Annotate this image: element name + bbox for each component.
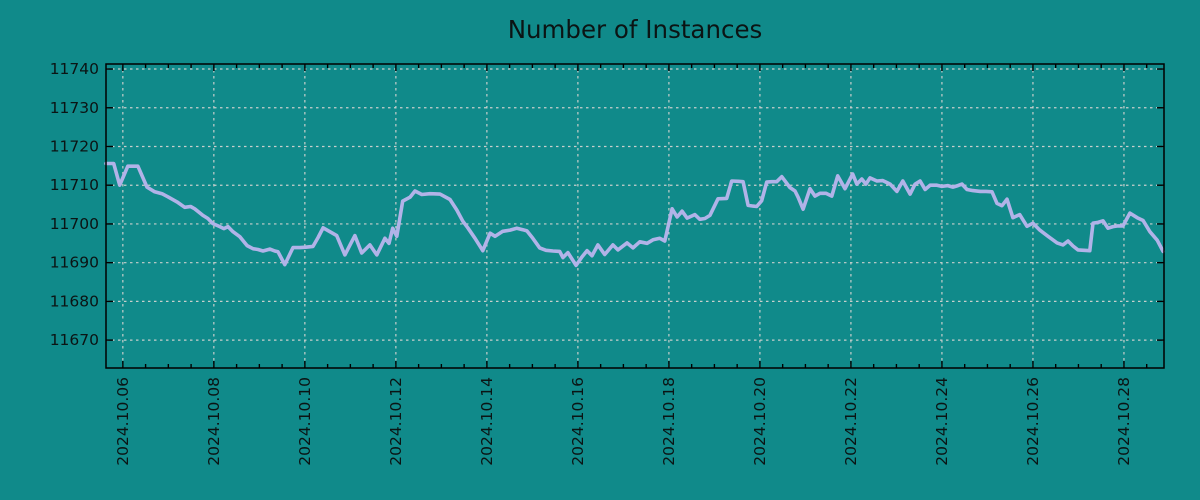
x-tick-label: 2024.10.22	[842, 377, 860, 466]
x-tick-label: 2024.10.16	[569, 377, 587, 466]
y-tick-label: 11740	[50, 60, 99, 78]
x-tick-label: 2024.10.26	[1024, 377, 1042, 466]
y-tick-label: 11690	[50, 254, 99, 272]
y-tick-label: 11720	[50, 137, 99, 155]
x-tick-label: 2024.10.12	[387, 377, 405, 466]
x-tick-label: 2024.10.20	[751, 377, 769, 466]
y-tick-label: 11710	[50, 176, 99, 194]
plot-frame	[105, 63, 1165, 369]
x-tick-label: 2024.10.18	[660, 377, 678, 466]
x-tick-label: 2024.10.10	[296, 377, 314, 466]
y-tick-label: 11730	[50, 99, 99, 117]
y-tick-label: 11680	[50, 292, 99, 310]
x-tick-label: 2024.10.24	[933, 377, 951, 466]
axis-tick-labels: 11670 11680 11690 11700 11710 11720 11730 11740…	[50, 60, 1133, 466]
chart-title: Number of Instances	[508, 15, 763, 44]
data-series	[104, 161, 1165, 268]
x-tick-label: 2024.10.28	[1115, 377, 1133, 466]
x-tick-label: 2024.10.08	[205, 377, 223, 466]
axis-ticks	[106, 64, 1164, 368]
gridlines	[106, 64, 1164, 368]
y-tick-label: 11670	[50, 331, 99, 349]
x-tick-label: 2024.10.14	[478, 377, 496, 466]
instances-line	[104, 161, 1165, 268]
plot-border	[105, 63, 1165, 369]
y-tick-label: 11700	[50, 215, 99, 233]
x-tick-label: 2024.10.06	[114, 377, 132, 466]
